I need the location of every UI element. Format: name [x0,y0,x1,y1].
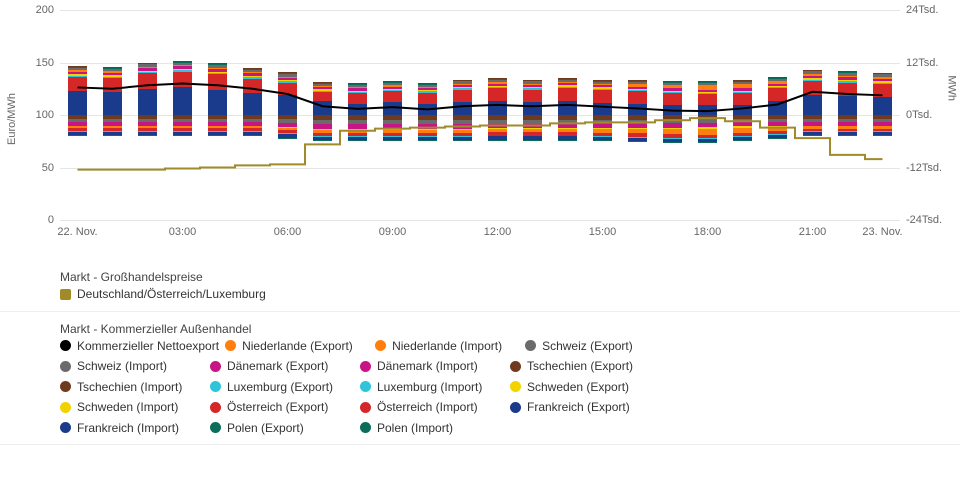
ytick-right: 0Tsd. [906,109,956,121]
swatch-icon [510,381,521,392]
legend-item[interactable]: Frankreich (Import) [60,418,210,438]
plot-area: 050100150200-24Tsd.-12Tsd.0Tsd.12Tsd.24T… [60,10,900,220]
legend-item[interactable]: Niederlande (Export) [225,336,375,356]
line-overlay [60,10,900,220]
legend-item[interactable]: Kommerzieller Nettoexport [60,336,225,356]
legend-item[interactable]: Frankreich (Export) [510,397,660,417]
xtick: 22. Nov. [57,226,97,238]
xtick: 18:00 [694,226,722,238]
legend-label: Tschechien (Import) [77,380,182,394]
legend-item[interactable]: Schweden (Import) [60,397,210,417]
swatch-icon [60,422,71,433]
legend-label: Niederlande (Import) [392,339,502,353]
legend-item[interactable]: Schweiz (Import) [60,356,210,376]
xtick: 09:00 [379,226,407,238]
legend-item[interactable]: Dänemark (Import) [360,356,510,376]
legend-item[interactable]: Polen (Export) [210,418,360,438]
xtick: 23. Nov. [862,226,902,238]
xtick: 21:00 [799,226,827,238]
line-price [78,118,883,169]
xtick: 06:00 [274,226,302,238]
swatch-icon [360,381,371,392]
legend-item[interactable]: Österreich (Export) [210,397,360,417]
legend-prices-title: Markt - Großhandelspreise [60,266,295,284]
legend-label: Schweiz (Export) [542,339,633,353]
swatch-icon [210,361,221,372]
swatch-icon [360,361,371,372]
swatch-icon [60,289,71,300]
legend-trade-title: Markt - Kommerzieller Außenhandel [60,318,295,336]
legend-label: Österreich (Export) [227,400,328,414]
legend-item[interactable]: Polen (Import) [360,418,510,438]
legend-trade-items: Kommerzieller Nettoexport Niederlande (Ex… [60,336,700,439]
ytick-left: 50 [4,162,54,174]
legend-item[interactable]: Schweden (Export) [510,377,660,397]
legend-label: Luxemburg (Import) [377,380,482,394]
ytick-right: -12Tsd. [906,162,956,174]
legend-label: Dänemark (Import) [377,359,478,373]
swatch-icon [225,340,236,351]
legend-label: Tschechien (Export) [527,359,633,373]
swatch-icon [60,381,71,392]
legend-item[interactable]: Österreich (Import) [360,397,510,417]
legend-label: Niederlande (Export) [242,339,353,353]
legend-label: Deutschland/Österreich/Luxemburg [77,287,266,301]
swatch-icon [375,340,386,351]
legend-label: Schweiz (Import) [77,359,167,373]
swatch-icon [360,402,371,413]
legend-label: Luxemburg (Export) [227,380,333,394]
swatch-icon [60,402,71,413]
xtick: 03:00 [169,226,197,238]
legend-label: Kommerzieller Nettoexport [77,339,219,353]
swatch-icon [210,402,221,413]
y-axis-left-label: Euro/MWh [6,93,18,145]
legend-label: Österreich (Import) [377,400,478,414]
legend-item[interactable]: Luxemburg (Import) [360,377,510,397]
legend-label: Polen (Import) [377,421,453,435]
legend-item[interactable]: Schweiz (Export) [525,336,675,356]
ytick-right: 24Tsd. [906,4,956,16]
legend-label: Schweden (Import) [77,400,178,414]
legend-label: Frankreich (Import) [77,421,179,435]
ytick-right: -24Tsd. [906,214,956,226]
legend-label: Frankreich (Export) [527,400,630,414]
legend-item[interactable]: Dänemark (Export) [210,356,360,376]
swatch-icon [510,361,521,372]
y-axis-right-label: MWh [946,75,958,101]
ytick-left: 200 [4,4,54,16]
legend-trade: Markt - Kommerzieller Außenhandel Kommer… [0,312,960,446]
legend-item[interactable]: Niederlande (Import) [375,336,525,356]
gridline [60,220,900,221]
ytick-left: 0 [4,214,54,226]
legend-item[interactable]: Tschechien (Import) [60,377,210,397]
legend-prices: Markt - Großhandelspreise Deutschland/Ös… [0,260,960,312]
xtick: 15:00 [589,226,617,238]
swatch-icon [525,340,536,351]
legend-label: Polen (Export) [227,421,304,435]
swatch-icon [360,422,371,433]
swatch-icon [510,402,521,413]
ytick-right: 12Tsd. [906,57,956,69]
legend-label: Schweden (Export) [527,380,629,394]
swatch-icon [210,422,221,433]
legend-item[interactable]: Luxemburg (Export) [210,377,360,397]
xtick: 12:00 [484,226,512,238]
legend-item[interactable]: Deutschland/Österreich/Luxemburg [60,284,272,304]
combined-chart: 050100150200-24Tsd.-12Tsd.0Tsd.12Tsd.24T… [0,0,960,260]
legend-label: Dänemark (Export) [227,359,328,373]
legend-prices-items: Deutschland/Österreich/Luxemburg [60,284,700,305]
ytick-left: 150 [4,57,54,69]
legend-item[interactable]: Tschechien (Export) [510,356,660,376]
swatch-icon [60,340,71,351]
line-netto [78,84,883,112]
swatch-icon [210,381,221,392]
swatch-icon [60,361,71,372]
